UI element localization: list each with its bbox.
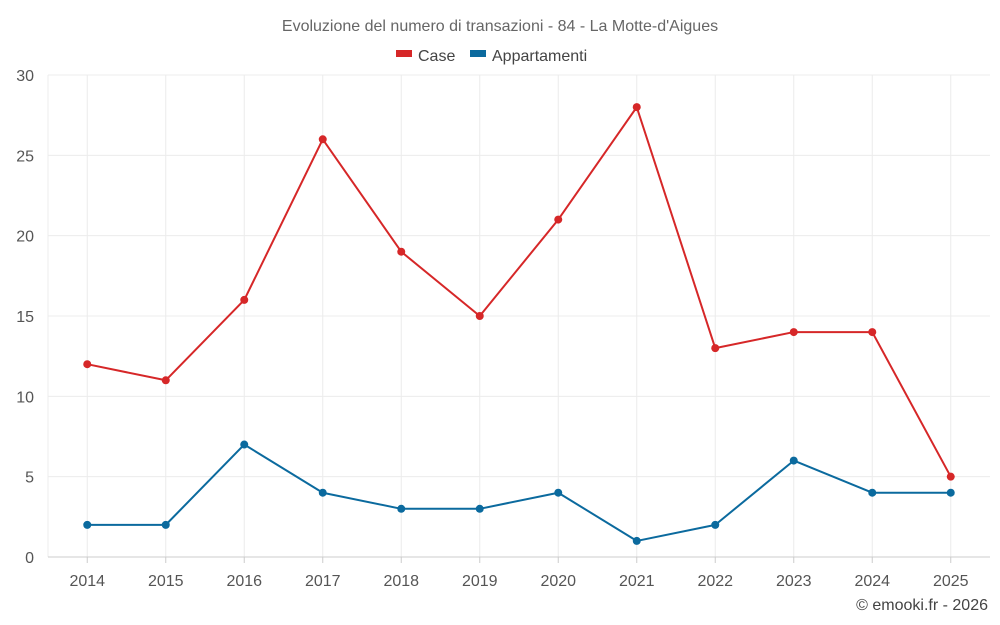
series-line-appartamenti [87, 443, 951, 542]
data-point-appartamenti[interactable] [397, 504, 406, 513]
data-point-case[interactable] [475, 312, 484, 320]
y-tick-label: 30 [16, 68, 34, 85]
y-tick-label: 20 [16, 229, 34, 246]
x-tick-label: 2025 [933, 573, 969, 590]
legend-label-appartamenti[interactable]: Appartamenti [492, 48, 587, 65]
data-point-appartamenti[interactable] [946, 488, 955, 497]
data-point-case[interactable] [397, 247, 406, 256]
x-tick-label: 2017 [305, 573, 341, 590]
data-point-case[interactable] [554, 215, 563, 224]
x-tick-label: 2014 [69, 573, 105, 590]
data-point-appartamenti[interactable] [789, 456, 798, 465]
data-point-appartamenti[interactable] [318, 488, 327, 497]
chart-title: Evoluzione del numero di transazioni - 8… [282, 18, 718, 35]
data-point-case[interactable] [240, 295, 249, 304]
x-tick-label: 2015 [148, 573, 184, 590]
data-point-case[interactable] [161, 376, 170, 385]
data-point-case[interactable] [632, 103, 641, 112]
data-point-appartamenti[interactable] [632, 536, 641, 545]
x-tick-label: 2018 [383, 573, 419, 590]
x-tick-label: 2019 [462, 573, 498, 590]
data-point-appartamenti[interactable] [161, 520, 170, 529]
data-point-appartamenti[interactable] [868, 488, 877, 497]
x-axis: 2014 2015 2016 2017 2018 2019 2020 2021 2022 2023… [48, 556, 990, 590]
data-point-case[interactable] [711, 344, 720, 353]
data-point-appartamenti[interactable] [711, 520, 720, 529]
y-tick-label: 15 [16, 309, 34, 326]
series-layer [83, 103, 955, 545]
x-tick-label: 2016 [226, 573, 262, 590]
legend-swatch-case [396, 50, 412, 57]
series-line-case [87, 106, 952, 478]
x-tick-label: 2022 [697, 573, 733, 590]
grid [47, 74, 990, 558]
x-tick-label: 2024 [854, 573, 890, 590]
data-point-case[interactable] [946, 472, 955, 481]
x-tick-label: 2023 [776, 573, 812, 590]
data-point-appartamenti[interactable] [240, 440, 249, 449]
data-point-case[interactable] [318, 135, 327, 144]
y-tick-label: 0 [25, 550, 34, 567]
legend-swatch-appartamenti [470, 50, 486, 57]
y-tick-label: 10 [16, 389, 34, 406]
y-tick-label: 25 [16, 148, 34, 165]
data-point-case[interactable] [83, 360, 92, 369]
data-point-case[interactable] [868, 328, 877, 337]
y-tick-label: 5 [25, 470, 34, 487]
data-point-appartamenti[interactable] [554, 488, 563, 497]
x-tick-label: 2020 [540, 573, 576, 590]
legend-label-case[interactable]: Case [418, 48, 455, 65]
y-axis: 0 5 10 15 20 25 30 [16, 68, 34, 567]
x-tick-label: 2021 [619, 573, 655, 590]
data-point-appartamenti[interactable] [475, 504, 484, 513]
data-point-case[interactable] [789, 328, 798, 337]
credit-text: © emooki.fr - 2026 [856, 597, 988, 614]
data-point-appartamenti[interactable] [83, 520, 92, 529]
legend: Case Appartamenti [396, 48, 587, 65]
